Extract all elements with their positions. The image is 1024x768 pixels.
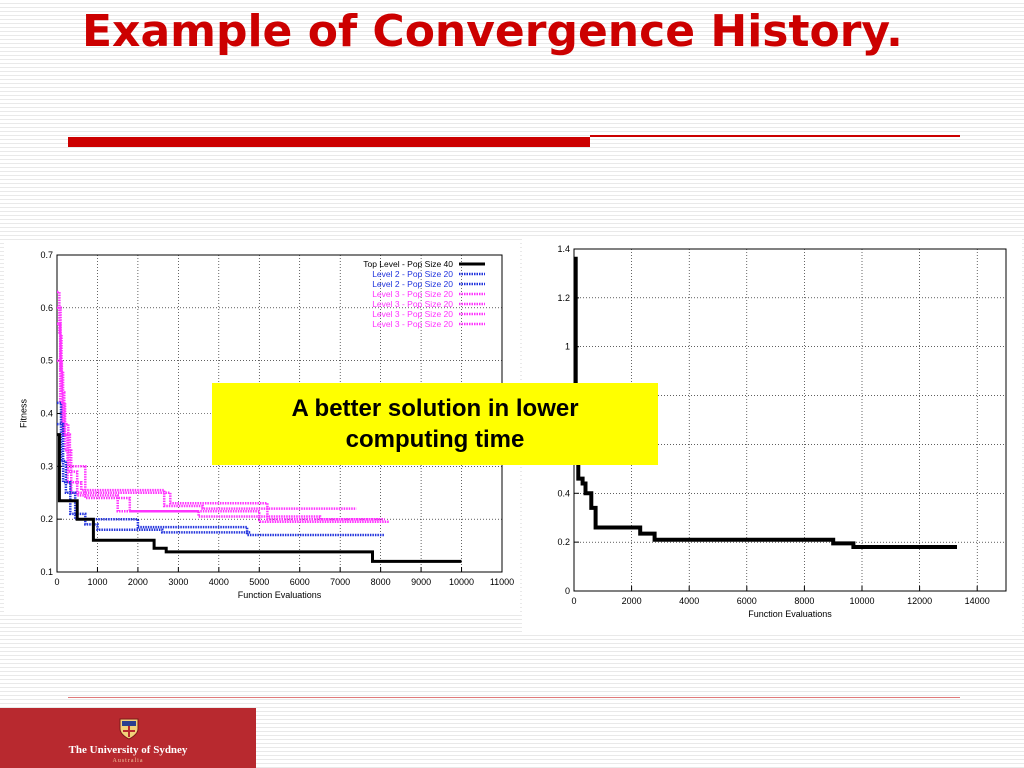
x-tick-label: 6000	[290, 577, 310, 587]
callout-text: A better solution in lower computing tim…	[291, 395, 579, 453]
x-tick-label: 0	[571, 596, 576, 606]
slide-title: Example of Convergence History.	[82, 6, 903, 57]
series-line	[57, 433, 462, 563]
x-tick-label: 9000	[411, 577, 431, 587]
y-tick-label: 0.5	[40, 356, 53, 366]
legend-label: Level 3 - Pop Size 20	[372, 299, 453, 309]
x-tick-label: 4000	[679, 596, 699, 606]
y-tick-label: 0.2	[40, 514, 53, 524]
x-axis-label: Function Evaluations	[238, 590, 322, 600]
footer-divider	[68, 697, 960, 698]
y-tick-label: 1	[565, 342, 570, 352]
legend-label: Level 3 - Pop Size 20	[372, 289, 453, 299]
title-underline-thin	[590, 135, 960, 137]
legend-label: Level 3 - Pop Size 20	[372, 309, 453, 319]
legend-label: Level 3 - Pop Size 20	[372, 319, 453, 329]
series-line	[57, 322, 385, 521]
y-tick-label: 0	[565, 586, 570, 596]
x-tick-label: 5000	[249, 577, 269, 587]
y-tick-label: 0.4	[557, 488, 570, 498]
x-tick-label: 2000	[128, 577, 148, 587]
left-convergence-chart: 0 1000 2000 3000 4000 5000 6000 7000 8000 9000 100…	[18, 250, 514, 600]
series-line	[57, 401, 385, 537]
x-tick-label: 4000	[209, 577, 229, 587]
title-underline-thick	[68, 137, 590, 147]
university-country: Australia	[112, 758, 144, 764]
x-tick-label: 12000	[907, 596, 932, 606]
y-tick-label: 0.1	[40, 567, 53, 577]
legend-label: Level 2 - Pop Size 20	[372, 279, 453, 289]
legend-label: Top Level - Pop Size 40	[363, 259, 453, 269]
y-tick-label: 0.2	[557, 537, 570, 547]
x-tick-label: 8000	[794, 596, 814, 606]
x-tick-label: 6000	[737, 596, 757, 606]
x-tick-label: 10000	[849, 596, 874, 606]
y-tick-label: 0.3	[40, 461, 53, 471]
x-tick-label: 0	[54, 577, 59, 587]
x-tick-label: 14000	[965, 596, 990, 606]
y-tick-label: 1.2	[557, 293, 570, 303]
x-tick-label: 8000	[371, 577, 391, 587]
crest-icon	[119, 718, 139, 740]
x-tick-label: 11000	[490, 577, 514, 587]
legend-label: Level 2 - Pop Size 20	[372, 269, 453, 279]
x-tick-label: 10000	[449, 577, 474, 587]
y-axis-label: Fitness	[18, 398, 28, 428]
x-tick-label: 7000	[330, 577, 350, 587]
x-tick-label: 1000	[87, 577, 107, 587]
y-tick-label: 0.6	[40, 303, 53, 313]
y-tick-label: 0.4	[40, 409, 53, 419]
x-axis-label: Function Evaluations	[748, 609, 832, 619]
x-tick-label: 2000	[622, 596, 642, 606]
callout-box: A better solution in lower computing tim…	[212, 383, 658, 465]
y-tick-label: 0.7	[40, 250, 53, 260]
university-name: The University of Sydney	[68, 744, 188, 756]
x-tick-label: 3000	[168, 577, 188, 587]
y-tick-label: 1.4	[557, 244, 570, 254]
university-logo: The University of Sydney Australia	[0, 708, 256, 768]
